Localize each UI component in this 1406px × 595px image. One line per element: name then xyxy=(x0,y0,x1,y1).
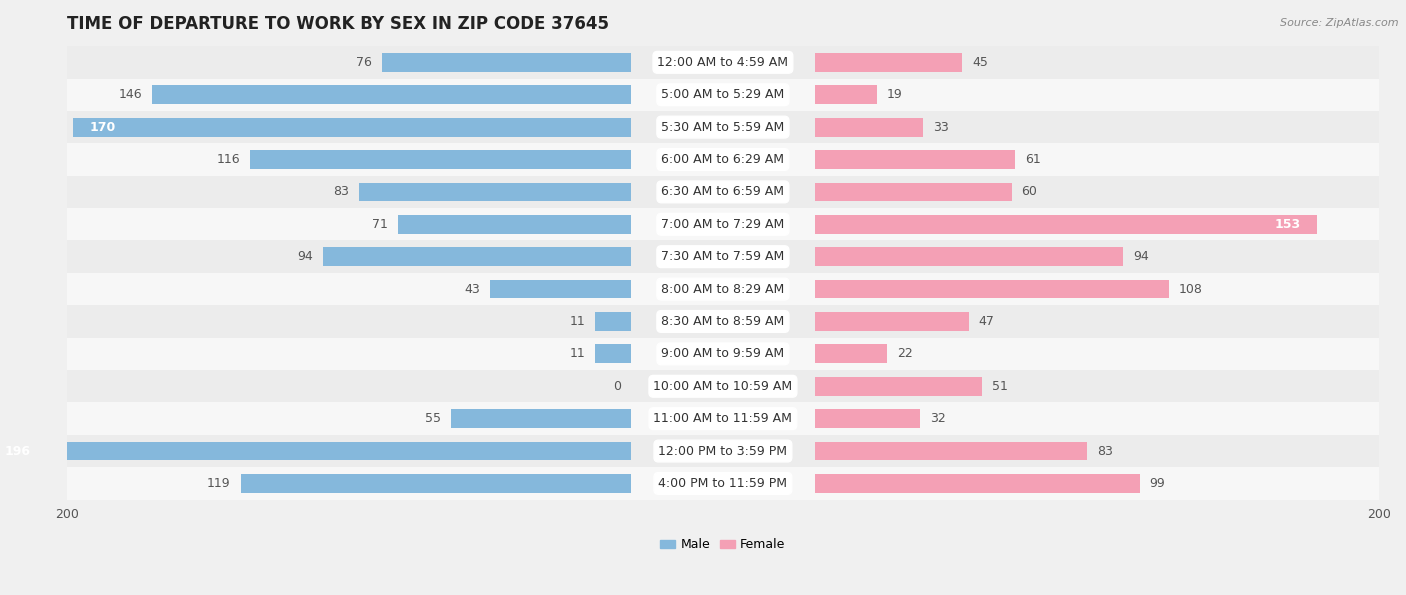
Bar xyxy=(450,409,631,428)
Bar xyxy=(66,305,1379,338)
Text: 6:00 AM to 6:29 AM: 6:00 AM to 6:29 AM xyxy=(661,153,785,166)
Bar xyxy=(322,248,631,266)
Bar xyxy=(595,345,631,364)
Bar xyxy=(814,118,922,136)
Text: 11: 11 xyxy=(569,315,585,328)
Text: 83: 83 xyxy=(1097,444,1112,458)
Bar xyxy=(66,208,1379,240)
Legend: Male, Female: Male, Female xyxy=(655,534,790,556)
Bar xyxy=(814,150,1015,169)
Text: 196: 196 xyxy=(4,444,31,458)
Bar xyxy=(359,183,631,201)
Text: 47: 47 xyxy=(979,315,994,328)
Text: 5:00 AM to 5:29 AM: 5:00 AM to 5:29 AM xyxy=(661,88,785,101)
Text: 116: 116 xyxy=(217,153,240,166)
Text: 11:00 AM to 11:59 AM: 11:00 AM to 11:59 AM xyxy=(654,412,793,425)
Text: 146: 146 xyxy=(118,88,142,101)
Text: 76: 76 xyxy=(356,56,371,69)
Text: 12:00 AM to 4:59 AM: 12:00 AM to 4:59 AM xyxy=(658,56,789,69)
Bar xyxy=(814,183,1012,201)
Text: TIME OF DEPARTURE TO WORK BY SEX IN ZIP CODE 37645: TIME OF DEPARTURE TO WORK BY SEX IN ZIP … xyxy=(66,15,609,33)
Text: 12:00 PM to 3:59 PM: 12:00 PM to 3:59 PM xyxy=(658,444,787,458)
Bar xyxy=(814,474,1140,493)
Bar xyxy=(814,215,1317,234)
Bar xyxy=(814,85,877,104)
Bar xyxy=(66,370,1379,402)
Bar xyxy=(814,312,969,331)
Text: 8:30 AM to 8:59 AM: 8:30 AM to 8:59 AM xyxy=(661,315,785,328)
Text: 33: 33 xyxy=(932,121,949,134)
Bar xyxy=(814,248,1123,266)
Bar xyxy=(595,312,631,331)
Bar xyxy=(66,273,1379,305)
Text: 5:30 AM to 5:59 AM: 5:30 AM to 5:59 AM xyxy=(661,121,785,134)
Bar xyxy=(814,409,920,428)
Bar xyxy=(250,150,631,169)
Text: Source: ZipAtlas.com: Source: ZipAtlas.com xyxy=(1281,18,1399,28)
Text: 9:00 AM to 9:59 AM: 9:00 AM to 9:59 AM xyxy=(661,347,785,361)
Text: 170: 170 xyxy=(90,121,115,134)
Text: 83: 83 xyxy=(333,186,349,198)
Bar xyxy=(489,280,631,299)
Text: 22: 22 xyxy=(897,347,912,361)
Text: 11: 11 xyxy=(569,347,585,361)
Bar xyxy=(66,435,1379,467)
Text: 7:00 AM to 7:29 AM: 7:00 AM to 7:29 AM xyxy=(661,218,785,231)
Bar xyxy=(240,474,631,493)
Text: 51: 51 xyxy=(991,380,1008,393)
Text: 19: 19 xyxy=(887,88,903,101)
Text: 108: 108 xyxy=(1180,283,1202,296)
Text: 60: 60 xyxy=(1022,186,1038,198)
Text: 4:00 PM to 11:59 PM: 4:00 PM to 11:59 PM xyxy=(658,477,787,490)
Bar xyxy=(66,338,1379,370)
Bar xyxy=(66,402,1379,435)
Text: 94: 94 xyxy=(297,250,312,263)
Bar xyxy=(73,118,631,136)
Text: 94: 94 xyxy=(1133,250,1149,263)
Text: 71: 71 xyxy=(373,218,388,231)
Text: 6:30 AM to 6:59 AM: 6:30 AM to 6:59 AM xyxy=(661,186,785,198)
Bar xyxy=(381,53,631,72)
Text: 7:30 AM to 7:59 AM: 7:30 AM to 7:59 AM xyxy=(661,250,785,263)
Bar xyxy=(66,240,1379,273)
Bar xyxy=(814,441,1087,461)
Bar xyxy=(398,215,631,234)
Bar xyxy=(66,176,1379,208)
Text: 32: 32 xyxy=(929,412,945,425)
Text: 0: 0 xyxy=(613,380,621,393)
Text: 119: 119 xyxy=(207,477,231,490)
Bar xyxy=(66,111,1379,143)
Text: 153: 153 xyxy=(1274,218,1301,231)
Text: 61: 61 xyxy=(1025,153,1040,166)
Bar xyxy=(814,377,981,396)
Text: 45: 45 xyxy=(972,56,988,69)
Bar xyxy=(814,280,1170,299)
Bar xyxy=(814,53,962,72)
Bar xyxy=(66,467,1379,500)
Bar xyxy=(0,441,631,461)
Bar xyxy=(152,85,631,104)
Bar xyxy=(814,345,887,364)
Text: 99: 99 xyxy=(1150,477,1166,490)
Text: 55: 55 xyxy=(425,412,440,425)
Text: 8:00 AM to 8:29 AM: 8:00 AM to 8:29 AM xyxy=(661,283,785,296)
Text: 10:00 AM to 10:59 AM: 10:00 AM to 10:59 AM xyxy=(654,380,793,393)
Bar xyxy=(66,143,1379,176)
Text: 43: 43 xyxy=(464,283,479,296)
Bar xyxy=(66,46,1379,79)
Bar xyxy=(66,79,1379,111)
